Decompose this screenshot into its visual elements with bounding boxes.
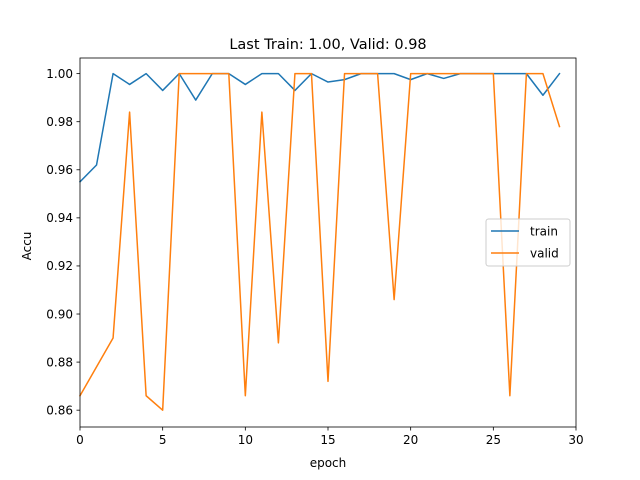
- y-tick-label: 0.92: [46, 259, 73, 273]
- series-line-valid: [78, 72, 561, 411]
- axes: 0 5 10 15 20 25 30 0.86 0.88 0.90 0.92 0.94 0.96 0.98…: [46, 57, 584, 447]
- x-tick-label: 15: [320, 433, 335, 447]
- y-tick-label: 0.88: [46, 355, 73, 369]
- x-axis-label: epoch: [310, 456, 347, 470]
- legend-label-train: train: [530, 224, 558, 238]
- y-tick-label: 0.96: [46, 163, 73, 177]
- legend-label-valid: valid: [530, 246, 559, 260]
- x-tick-label: 30: [568, 433, 583, 447]
- y-tick-label: 0.90: [46, 307, 73, 321]
- y-tick-label: 0.98: [46, 115, 73, 129]
- x-tick-label: 0: [76, 433, 84, 447]
- legend: train valid: [485, 218, 571, 267]
- chart-title: Last Train: 1.00, Valid: 0.98: [229, 37, 426, 53]
- x-tick-label: 5: [159, 433, 167, 447]
- y-tick-label: 0.86: [46, 403, 73, 417]
- y-axis-label: Accu: [20, 232, 34, 261]
- x-tick-label: 10: [238, 433, 253, 447]
- plot-area: [78, 72, 561, 411]
- y-tick-label: 1.00: [46, 67, 73, 81]
- x-tick-label: 25: [486, 433, 501, 447]
- y-tick-label: 0.94: [46, 211, 73, 225]
- x-tick-label: 20: [403, 433, 418, 447]
